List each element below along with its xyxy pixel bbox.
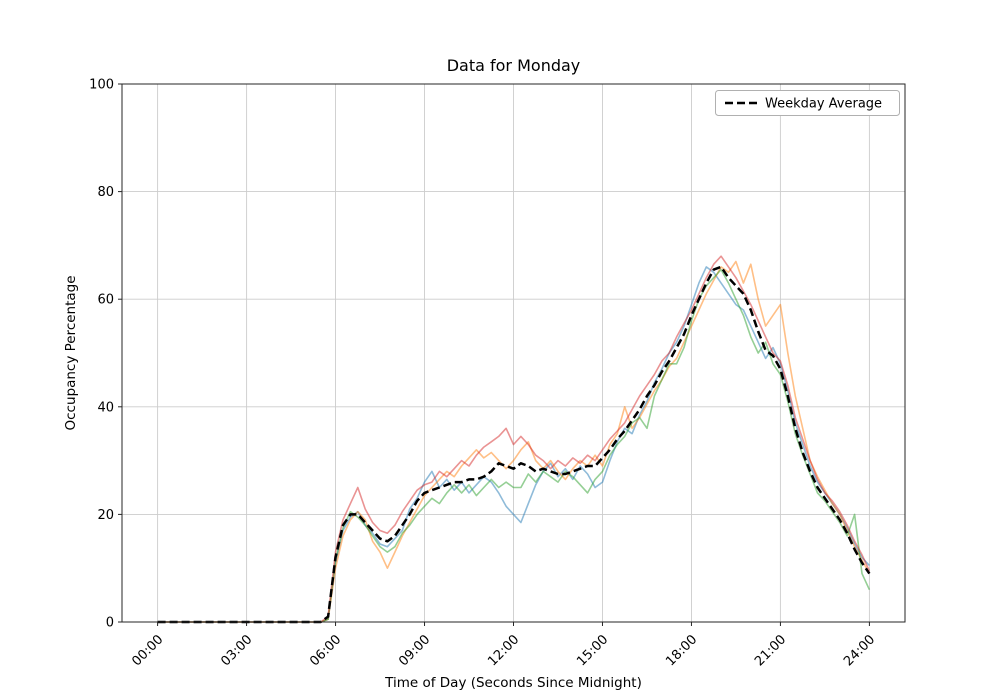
y-tick-label: 100 bbox=[89, 78, 114, 93]
y-tick-label: 60 bbox=[97, 293, 114, 308]
x-tick-label: 12:00 bbox=[485, 632, 522, 669]
y-tick-label: 0 bbox=[106, 616, 114, 631]
x-tick-label: 09:00 bbox=[396, 632, 433, 669]
x-tick-label: 24:00 bbox=[841, 632, 878, 669]
axis-ticks: 00:00 03:00 06:00 09:00 12:00 15:00 18:00 21:00… bbox=[89, 78, 878, 670]
x-axis-label: Time of Day (Seconds Since Midnight) bbox=[384, 675, 642, 691]
weekday-average-line bbox=[157, 265, 871, 624]
x-tick-label: 00:00 bbox=[129, 632, 166, 669]
plot-border bbox=[121, 83, 906, 623]
x-tick-label: 18:00 bbox=[663, 632, 700, 669]
y-tick-label: 80 bbox=[97, 185, 114, 200]
x-tick-label: 03:00 bbox=[218, 632, 255, 669]
legend-box bbox=[715, 90, 900, 116]
grid bbox=[122, 83, 905, 623]
y-tick-label: 20 bbox=[97, 508, 114, 523]
legend: Weekday Average bbox=[715, 90, 900, 116]
legend-label: Weekday Average bbox=[765, 97, 882, 112]
x-tick-label: 06:00 bbox=[307, 632, 344, 669]
x-tick-label: 21:00 bbox=[752, 632, 789, 669]
y-axis-label: Occupancy Percentage bbox=[63, 275, 79, 430]
x-tick-label: 15:00 bbox=[574, 632, 611, 669]
plot-area: 00:00 03:00 06:00 09:00 12:00 15:00 18:00 21:00… bbox=[89, 78, 906, 670]
y-tick-label: 40 bbox=[97, 400, 114, 415]
chart-title: Data for Monday bbox=[447, 56, 581, 75]
